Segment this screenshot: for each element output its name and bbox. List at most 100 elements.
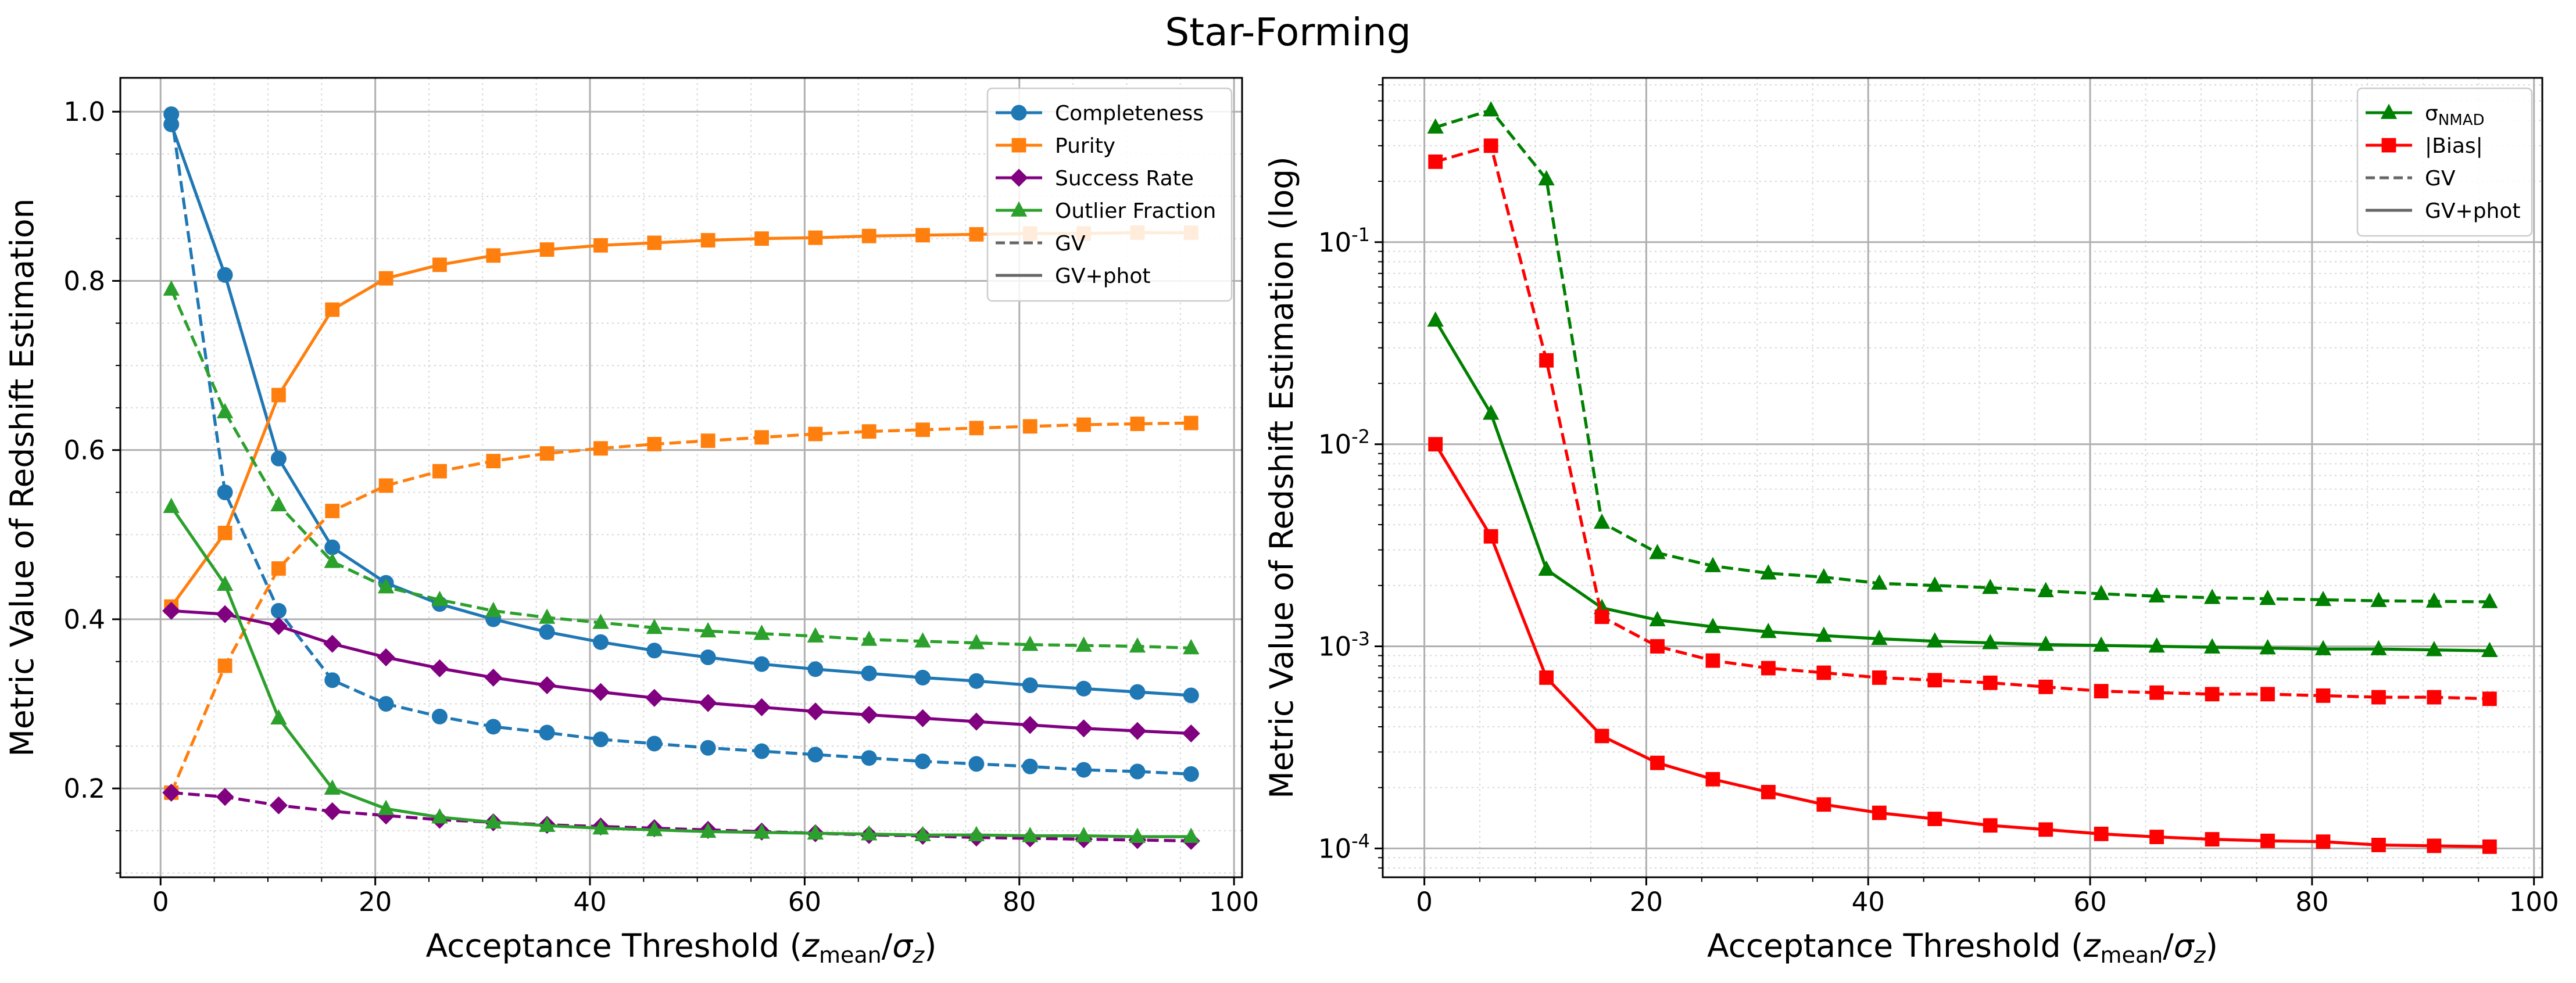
data-point: [378, 696, 394, 712]
series-line-bias-gvphot: [1434, 443, 2490, 848]
data-point: [1649, 544, 1666, 559]
series-bias-gvphot: [1428, 437, 2497, 854]
data-point: [2149, 685, 2164, 700]
data-point: [2316, 834, 2331, 849]
data-point: [1594, 729, 1609, 744]
data-point: [217, 525, 232, 540]
data-point: [2205, 832, 2220, 847]
data-point: [1129, 637, 1146, 653]
data-point: [2037, 635, 2054, 651]
data-point: [1704, 618, 1722, 633]
data-point: [539, 242, 554, 257]
legend-item: GV: [2366, 167, 2456, 191]
legend: σNMAD |Bias| GV GV+phot: [2356, 87, 2533, 237]
data-point: [163, 280, 180, 296]
x-axis: 0 20 40 60 80 100: [1416, 877, 2559, 917]
x-axis: 0 20 40 60 80 100: [152, 877, 1259, 917]
data-point: [1021, 716, 1039, 734]
data-point: [377, 648, 395, 666]
data-point: [2314, 590, 2332, 607]
data-point: [163, 497, 180, 514]
data-point: [216, 788, 234, 806]
data-point: [377, 578, 395, 594]
data-point: [2316, 688, 2331, 703]
legend-item: Outlier Fraction: [996, 199, 1216, 223]
data-point: [1982, 634, 1999, 650]
y-tick-label: 10-1: [1318, 224, 1370, 258]
data-point: [700, 433, 715, 449]
data-point: [700, 649, 716, 665]
legend-marker: [1010, 168, 1028, 187]
data-point: [377, 799, 395, 815]
data-point: [1871, 629, 1888, 645]
data-point: [1982, 579, 1999, 594]
data-point: [1129, 763, 1146, 780]
data-point: [1760, 622, 1777, 638]
data-point: [216, 403, 234, 418]
legend-label: Purity: [1055, 134, 1115, 158]
y-tick-label: 0.8: [63, 266, 105, 296]
data-point: [216, 605, 234, 623]
data-point: [915, 228, 930, 243]
data-point: [753, 823, 770, 839]
data-point: [1183, 638, 1200, 655]
series-line-nmad-gv: [1434, 108, 2490, 604]
data-point: [1760, 564, 1777, 580]
data-point: [646, 820, 663, 837]
data-point: [1075, 827, 1092, 842]
data-point: [270, 450, 287, 467]
data-point: [270, 709, 287, 725]
y-tick-label: 10-2: [1318, 426, 1370, 460]
series-line-completeness-gvphot: [170, 124, 1192, 697]
series-line-outlierfraction-gvphot: [170, 505, 1192, 838]
data-point: [378, 271, 393, 286]
data-point: [324, 553, 341, 568]
data-point: [807, 661, 824, 677]
right-panel: 0 20 40 60 80 100 10-4 10-3 10-2 10-1 Acceptance T…: [1263, 77, 2559, 968]
y-axis-label: Metric Value of Redshift Estimation: [3, 198, 41, 756]
data-point: [486, 248, 501, 263]
y-tick-label: 0.4: [63, 604, 105, 635]
data-point: [646, 643, 663, 659]
data-point: [1183, 687, 1199, 704]
data-point: [1704, 557, 1722, 572]
data-point: [1022, 677, 1038, 693]
legend-label: Success Rate: [1055, 167, 1194, 191]
data-point: [485, 719, 502, 735]
data-point: [2260, 687, 2275, 702]
data-point: [1428, 437, 1443, 452]
series-nmad-gvphot: [1427, 311, 2498, 658]
legend-label: σNMAD: [2425, 102, 2485, 129]
legend-item: GV+phot: [2366, 199, 2521, 223]
data-point: [700, 740, 716, 756]
data-point: [861, 228, 876, 243]
legend-frame: [2356, 87, 2533, 237]
data-point: [1539, 670, 1554, 685]
series-line-completeness-gv: [170, 114, 1192, 776]
data-point: [431, 808, 448, 824]
data-point: [2203, 589, 2221, 604]
y-tick-label: 10-4: [1318, 830, 1370, 864]
x-tick-label: 20: [1630, 887, 1663, 917]
data-point: [1427, 118, 1444, 134]
data-point: [2370, 591, 2387, 607]
data-point: [806, 702, 825, 721]
left-panel: 0 20 40 60 80 100 0.2 0.4 0.6 0.8 1.0 Acceptance Th…: [3, 77, 1259, 968]
data-point: [2038, 679, 2053, 694]
data-point: [1076, 762, 1092, 778]
data-point: [324, 779, 341, 795]
x-tick-label: 80: [2295, 887, 2328, 917]
data-point: [647, 437, 662, 451]
data-point: [593, 441, 608, 456]
data-point: [968, 673, 985, 689]
data-point: [700, 233, 715, 247]
data-point: [1482, 101, 1500, 117]
data-point: [699, 622, 717, 638]
legend-item: σNMAD: [2366, 102, 2485, 129]
data-point: [1183, 415, 1198, 430]
data-point: [1816, 797, 1831, 812]
data-point: [754, 231, 769, 246]
data-point: [699, 694, 717, 712]
data-point: [1022, 827, 1039, 842]
